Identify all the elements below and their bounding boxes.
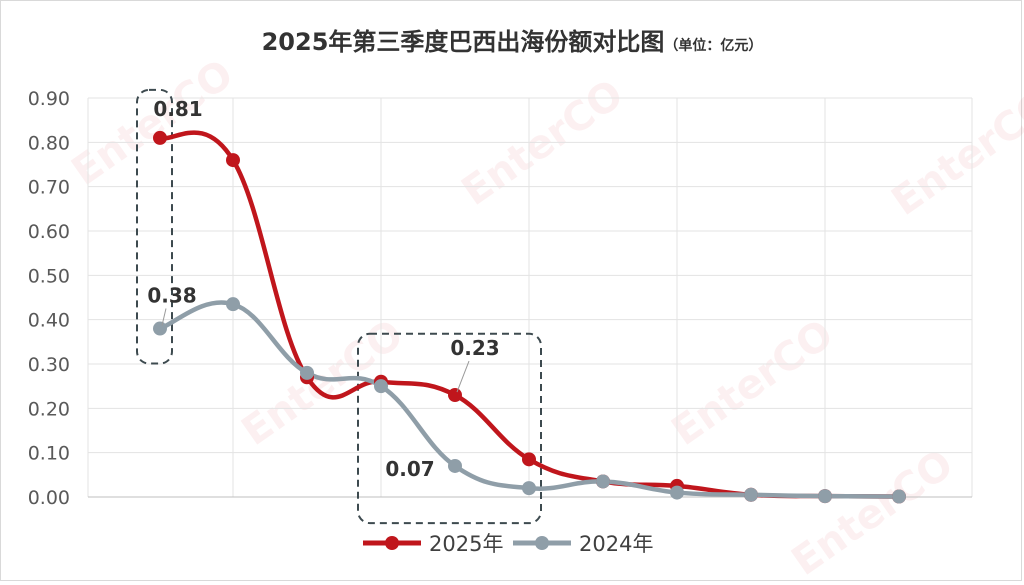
data-point	[374, 379, 388, 394]
data-label: 0.23	[450, 336, 499, 360]
data-label: 0.07	[385, 457, 434, 481]
y-tick-label: 0.90	[28, 88, 70, 110]
y-tick-label: 0.70	[28, 177, 70, 199]
y-tick-label: 0.80	[28, 132, 70, 154]
data-label: 0.81	[153, 97, 202, 121]
y-tick-label: 0.60	[28, 221, 70, 243]
data-point	[818, 489, 832, 504]
data-point	[448, 388, 462, 403]
data-point	[153, 130, 167, 145]
y-tick-label: 0.20	[28, 398, 70, 420]
leader-line	[456, 360, 470, 393]
data-label: 0.38	[147, 284, 196, 308]
data-point	[596, 474, 610, 489]
legend: 2025年 2024年	[363, 532, 653, 556]
y-tick-label: 0.40	[28, 310, 70, 332]
data-point	[300, 365, 314, 380]
chart-title-block: 2025年第三季度巴西出海份额对比图（单位：亿元）	[0, 22, 1024, 57]
chart-title: 2025年第三季度巴西出海份额对比图	[261, 28, 665, 56]
legend-label: 2024年	[579, 532, 653, 556]
data-point	[153, 321, 167, 336]
data-point	[226, 153, 240, 168]
highlight-box	[136, 88, 173, 365]
grid	[87, 97, 973, 498]
highlight-boxes	[136, 88, 542, 525]
legend-swatch-dot	[535, 536, 549, 550]
highlight-box	[357, 332, 542, 525]
y-tick-label: 0.30	[28, 354, 70, 376]
y-axis: 0.00 0.10 0.20 0.30 0.40 0.50 0.60 0.70 0.80 0.90	[28, 88, 70, 509]
legend-swatch-dot	[385, 536, 399, 550]
y-tick-label: 0.50	[28, 265, 70, 287]
data-labels: 0.81 0.38 0.23 0.07	[147, 97, 499, 481]
leader-line	[161, 308, 167, 326]
data-point	[226, 297, 240, 312]
data-point	[892, 489, 906, 504]
chart-unit: （单位：亿元）	[664, 38, 763, 54]
series-line	[157, 300, 902, 499]
data-point	[744, 487, 758, 502]
data-point	[522, 481, 536, 496]
legend-label: 2025年	[429, 532, 503, 556]
y-tick-label: 0.00	[28, 487, 70, 509]
data-point	[522, 452, 536, 467]
y-tick-label: 0.10	[28, 443, 70, 465]
data-point	[448, 458, 462, 473]
data-point	[670, 485, 684, 500]
series-points	[153, 130, 906, 504]
